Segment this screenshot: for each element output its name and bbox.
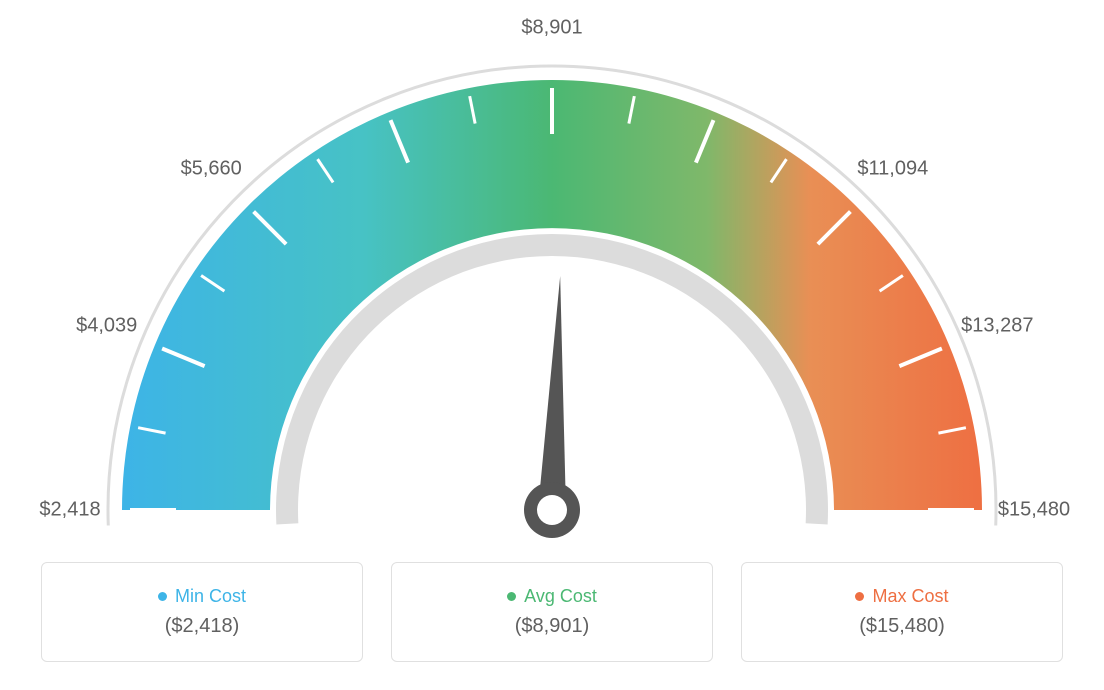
gauge-tick-label: $4,039 xyxy=(76,314,137,337)
avg-cost-label: Avg Cost xyxy=(524,586,597,607)
gauge-tick-label: $15,480 xyxy=(998,499,1070,522)
gauge-svg xyxy=(52,10,1052,570)
cost-boxes: Min Cost ($2,418) Avg Cost ($8,901) Max … xyxy=(41,562,1063,662)
min-cost-dot xyxy=(158,592,167,601)
gauge-tick-label: $5,660 xyxy=(181,158,242,181)
avg-cost-dot xyxy=(507,592,516,601)
max-cost-box: Max Cost ($15,480) xyxy=(741,562,1063,662)
min-cost-box: Min Cost ($2,418) xyxy=(41,562,363,662)
max-cost-label-row: Max Cost xyxy=(855,586,948,607)
min-cost-label: Min Cost xyxy=(175,586,246,607)
min-cost-label-row: Min Cost xyxy=(158,586,246,607)
gauge-tick-label: $8,901 xyxy=(521,17,582,40)
max-cost-value: ($15,480) xyxy=(859,615,945,638)
avg-cost-label-row: Avg Cost xyxy=(507,586,597,607)
gauge-container: $2,418$4,039$5,660$8,901$11,094$13,287$1… xyxy=(52,10,1052,540)
gauge-tick-label: $11,094 xyxy=(857,158,928,181)
avg-cost-value: ($8,901) xyxy=(515,615,590,638)
avg-cost-box: Avg Cost ($8,901) xyxy=(391,562,713,662)
min-cost-value: ($2,418) xyxy=(165,615,240,638)
max-cost-dot xyxy=(855,592,864,601)
gauge-tick-label: $13,287 xyxy=(961,314,1033,337)
gauge-tick-label: $2,418 xyxy=(39,499,100,522)
max-cost-label: Max Cost xyxy=(872,586,948,607)
